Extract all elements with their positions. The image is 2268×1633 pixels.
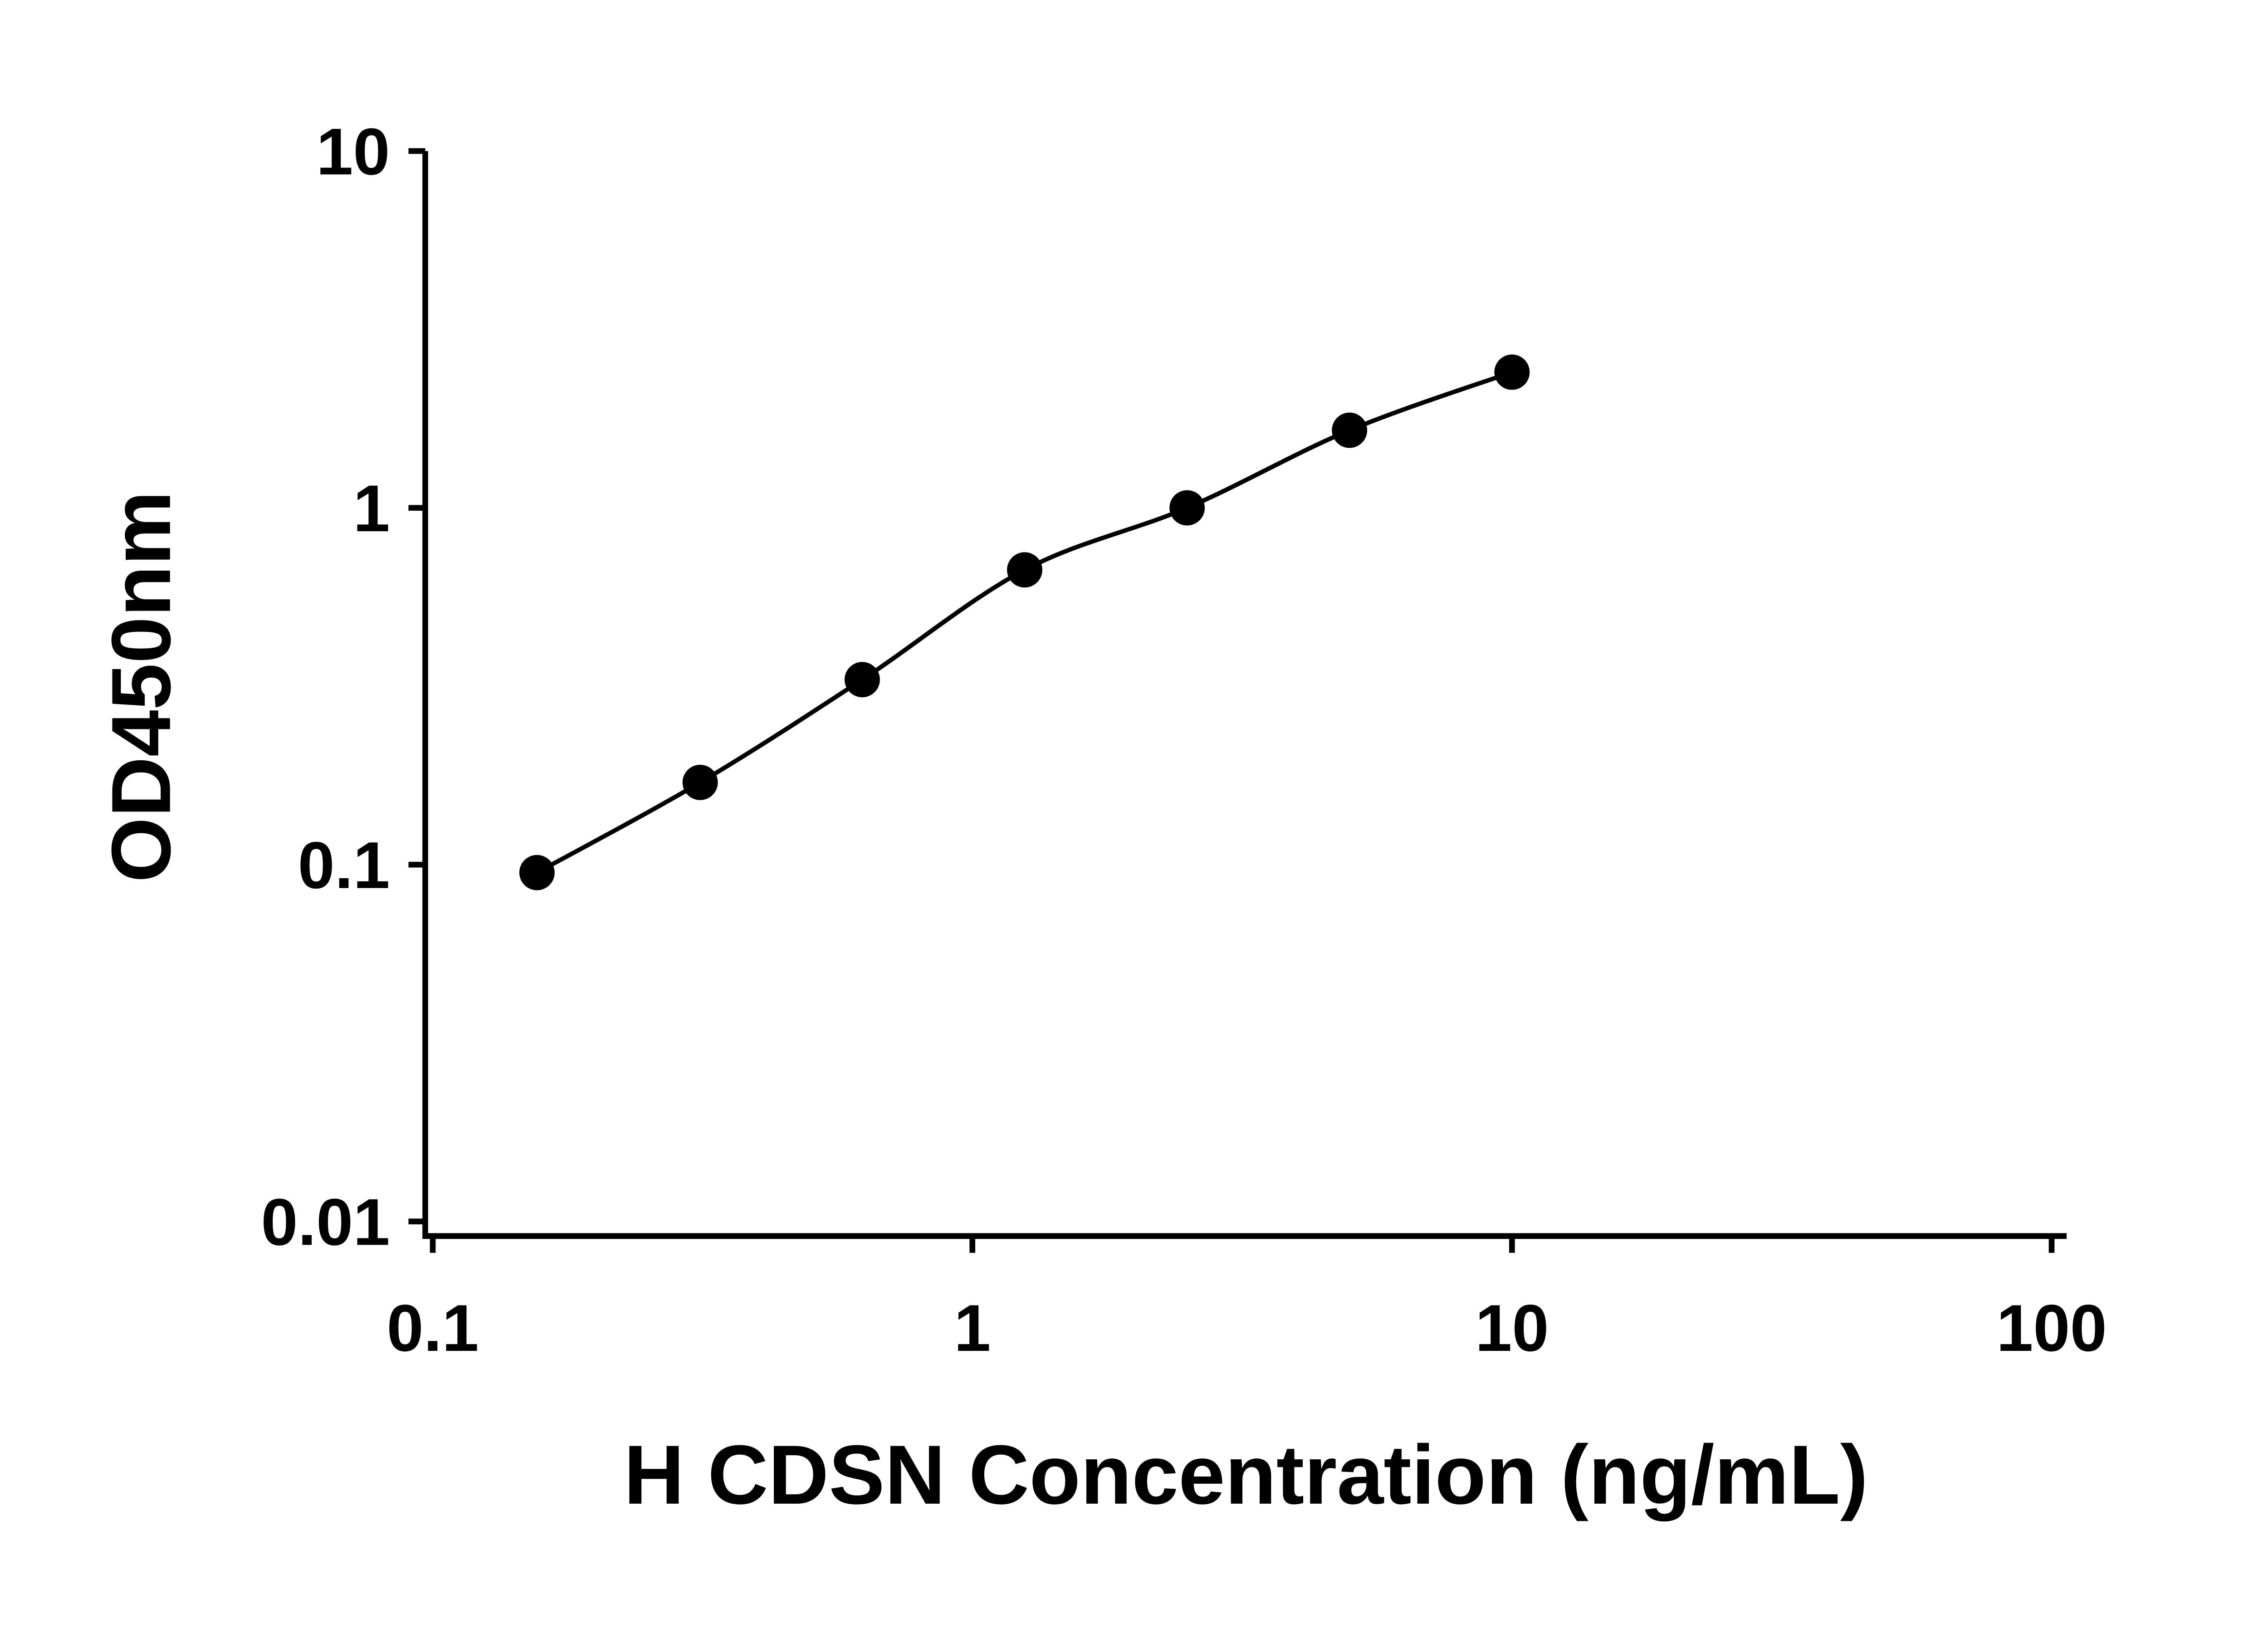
axes	[422, 151, 2067, 1239]
data-point	[1169, 490, 1205, 526]
x-tick-label: 1	[954, 1291, 991, 1365]
elisa-standard-curve-figure: 0.1 1 10 100 0.01 0.1 1 10 H CDSN Concentration …	[94, 114, 2107, 1522]
data-point	[844, 662, 880, 698]
x-axis-title: H CDSN Concentration (ng/mL)	[624, 1428, 1868, 1522]
data-point	[1494, 354, 1530, 390]
data-point	[682, 764, 718, 800]
standard-curve-plot: 0.1 1 10 100 0.01 0.1 1 10 H CDSN Concentration …	[94, 114, 2107, 1522]
data-point	[1007, 552, 1042, 588]
x-tick-label: 0.1	[387, 1291, 479, 1365]
y-axis-title: OD450nm	[95, 491, 188, 882]
y-tick-label: 10	[316, 115, 390, 189]
data-point	[1332, 412, 1368, 448]
x-tick-label: 100	[1996, 1291, 2107, 1365]
fit-curve	[536, 370, 1513, 875]
y-tick-label: 0.01	[261, 1185, 390, 1259]
data-point	[519, 855, 555, 890]
y-tick-label: 0.1	[298, 828, 390, 902]
x-tick-label: 10	[1475, 1291, 1549, 1365]
y-tick-label: 1	[353, 471, 390, 545]
